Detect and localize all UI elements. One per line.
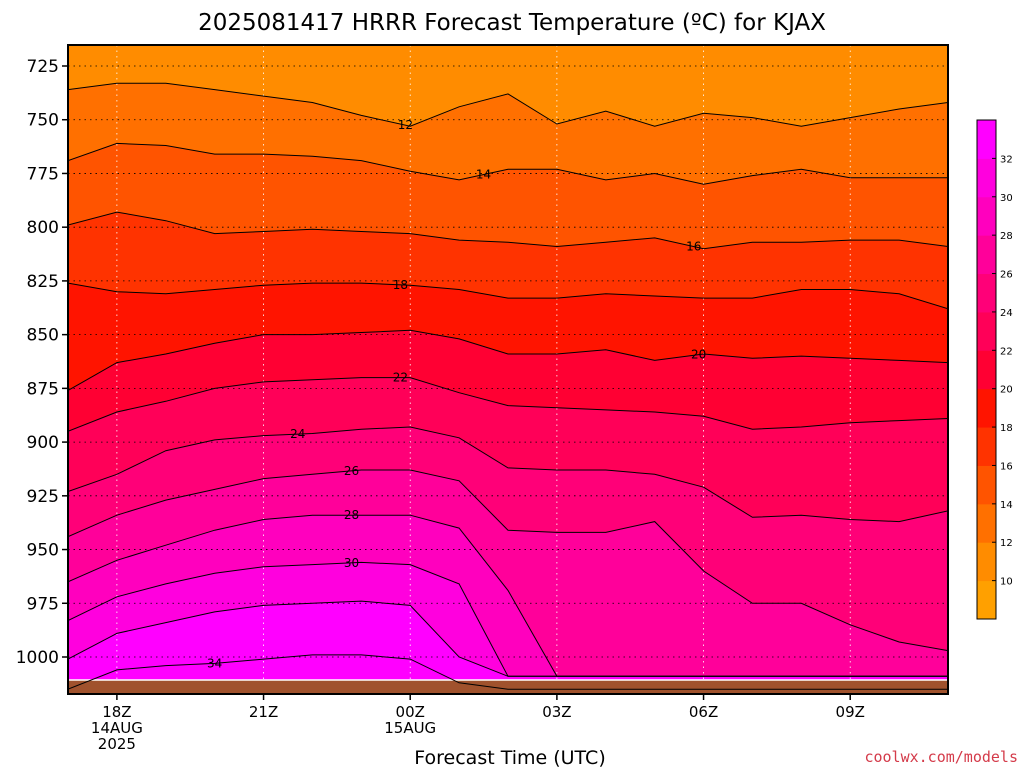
isotherm-label: 12 (398, 118, 413, 132)
colorbar-label: 22 (1000, 346, 1013, 357)
colorbar-label: 14 (1000, 500, 1013, 511)
y-tick-label: 1000 (16, 648, 59, 668)
isotherm-12 (68, 82, 948, 127)
plot-frame (67, 44, 949, 695)
colorbar-swatch (977, 235, 996, 275)
colorbar-swatch (977, 120, 996, 159)
isotherm-22 (68, 377, 948, 432)
y-tick-label: 825 (27, 272, 59, 292)
x-tick-label: 18Z (102, 703, 131, 721)
y-tick-label: 925 (27, 487, 59, 507)
colorbar: 10 12 14 16 18 20 22 24 26 28 30 32 (976, 119, 1013, 620)
x-tick-label: 06Z (689, 703, 718, 721)
credit-text[interactable]: coolwx.com/models (864, 748, 1018, 766)
isotherm-label: 14 (476, 168, 491, 182)
y-tick-label: 875 (27, 379, 59, 399)
colorbar-swatch (977, 503, 996, 543)
colorbar-swatch (977, 196, 996, 236)
isotherm-32 (68, 600, 948, 677)
isotherm-label: 30 (344, 556, 359, 570)
isotherm-label: 18 (393, 278, 408, 292)
colorbar-label: 28 (1000, 231, 1013, 242)
isotherm-18 (68, 282, 948, 310)
colorbar-swatch (977, 350, 996, 390)
x-tick-label: 00Z (396, 703, 425, 721)
colorbar-label: 26 (1000, 270, 1013, 281)
colorbar-label: 24 (1000, 308, 1013, 319)
chart-title: 2025081417 HRRR Forecast Temperature (ºC… (198, 10, 826, 36)
colorbar-label: 16 (1000, 461, 1013, 472)
y-tick-label: 900 (27, 433, 59, 453)
x-axis-label: Forecast Time (UTC) (414, 747, 605, 768)
y-tick-label: 725 (27, 57, 59, 77)
x-tick-label: 03Z (542, 703, 571, 721)
colorbar-swatch (977, 388, 996, 428)
x-tick-label: 2025 (98, 735, 136, 753)
filled-contours: 12 14 16 18 20 22 24 26 28 30 34 (68, 45, 948, 694)
isotherm-24 (68, 426, 948, 523)
x-tick-label: 21Z (249, 703, 278, 721)
x-tick-label: 09Z (836, 703, 865, 721)
isotherm-label: 34 (207, 656, 222, 670)
plot-area: 12 14 16 18 20 22 24 26 28 30 34 725 750 775 800 825 850… (16, 44, 949, 753)
colorbar-label: 10 (1000, 577, 1013, 588)
isotherm-14 (68, 142, 948, 185)
x-tick-label: 14AUG (91, 719, 143, 737)
colorbar-swatch (977, 465, 996, 505)
isotherm-16 (68, 211, 948, 250)
ground-fill (68, 680, 948, 694)
colorbar-swatch (977, 273, 996, 313)
y-tick-label: 800 (27, 218, 59, 238)
isotherm-label: 26 (344, 464, 359, 478)
isotherm-26 (68, 469, 948, 652)
y-tick-label: 950 (27, 541, 59, 561)
colorbar-swatch (977, 311, 996, 351)
colorbar-swatch (977, 158, 996, 198)
colorbar-label: 30 (1000, 193, 1013, 204)
colorbar-swatch (977, 580, 996, 620)
colorbar-label: 12 (1000, 538, 1013, 549)
isotherm-34 (68, 654, 948, 690)
isotherm-20 (68, 329, 948, 391)
isotherm-label: 24 (290, 427, 305, 441)
colorbar-frame (976, 119, 997, 620)
y-tick-label: 775 (27, 164, 59, 184)
isotherm-label: 20 (691, 348, 706, 362)
y-tick-label: 750 (27, 111, 59, 131)
colorbar-label: 20 (1000, 385, 1013, 396)
isotherm-label: 22 (393, 371, 408, 385)
isotherm-label: 16 (686, 240, 701, 254)
y-tick-label: 975 (27, 594, 59, 614)
x-tick-label: 15AUG (384, 719, 436, 737)
y-tick-label: 850 (27, 326, 59, 346)
isotherm-label: 28 (344, 508, 359, 522)
colorbar-swatch (977, 542, 996, 582)
colorbar-label: 18 (1000, 423, 1013, 434)
colorbar-label: 32 (1000, 154, 1013, 165)
colorbar-swatch (977, 427, 996, 466)
